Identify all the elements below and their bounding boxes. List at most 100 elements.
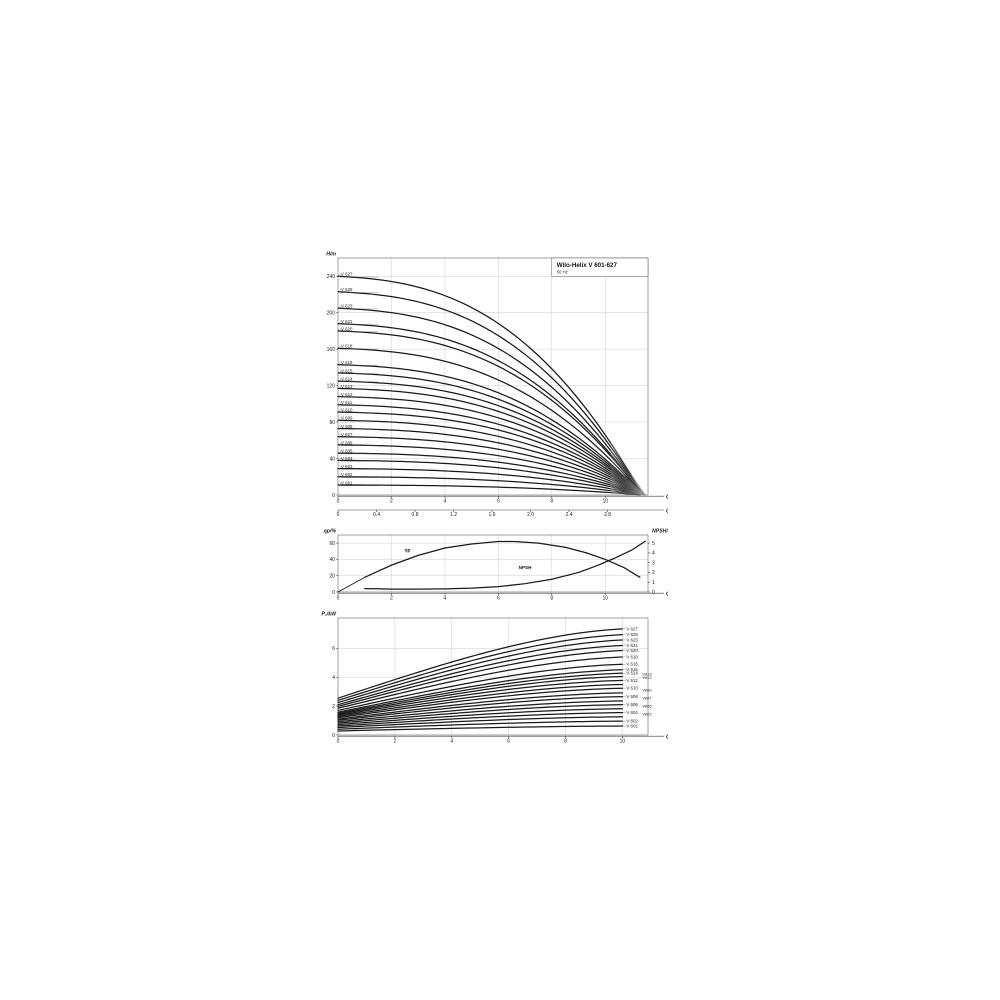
eff-xtick-label: 10 — [602, 596, 608, 602]
performance-curve-svg: 040801201602002400246810H/mQ/m³/h00.40.8… — [321, 252, 668, 745]
head-fan-line — [610, 475, 646, 496]
head-ylabel: H/m — [326, 252, 336, 258]
head-xtick-secondary-label: 2.0 — [527, 512, 534, 518]
head-xtick-secondary-label: 1.6 — [489, 512, 496, 518]
head-curve-v609 — [337, 419, 641, 495]
head-curve-label: V 614 — [341, 376, 353, 381]
head-fan-line — [610, 442, 646, 496]
power-right-label: V 625 — [626, 632, 638, 637]
head-curve-label: V 613 — [341, 384, 353, 389]
eff-xtick-label: 6 — [497, 596, 500, 602]
eff-ytick-label: 0 — [332, 590, 335, 596]
eff-annotation-ηp: ηp — [405, 547, 411, 552]
power-curve-v605 — [337, 708, 624, 726]
power-curve-v609 — [337, 692, 624, 720]
head-xtick-secondary-label: 0 — [337, 512, 340, 518]
head-fan-line — [610, 476, 646, 496]
power-curve-v601 — [337, 725, 624, 732]
power-ytick-label: 4 — [332, 675, 335, 681]
eff-ylabel: ηp/% — [324, 529, 337, 535]
head-ytick-label: 80 — [329, 420, 335, 426]
head-ytick-label: 40 — [329, 456, 335, 462]
head-fan-line — [610, 465, 646, 496]
head-curve-label: V 623 — [341, 304, 353, 309]
head-curve-v602 — [337, 476, 641, 496]
head-label-tick — [339, 409, 341, 413]
npsh-ylabel: NPSH/m — [652, 529, 668, 535]
head-curve-label: V 612 — [341, 392, 353, 397]
power-right-label-offset: V605 — [642, 704, 651, 709]
power-right-label: V 620 — [626, 648, 638, 653]
head-curve-v607 — [337, 436, 641, 495]
power-xlabel: Q/m³/h — [666, 735, 668, 741]
power-right-label: V 616 — [626, 662, 638, 667]
power-curve-v603 — [337, 716, 624, 729]
head-label-tick — [339, 393, 341, 398]
npsh-ytick-label: 4 — [652, 551, 655, 557]
eta-rise-line — [337, 576, 366, 593]
head-curve-v603 — [337, 467, 641, 496]
head-label-tick — [339, 450, 341, 454]
head-curve-v608 — [337, 427, 641, 495]
head-fan-line — [610, 467, 646, 496]
head-curve-label: V 607 — [341, 432, 353, 437]
head-label-tick — [339, 273, 341, 278]
head-curve-v614 — [337, 380, 641, 494]
chart-subtitle: 50 Hz — [557, 270, 568, 275]
power-right-label: V 608 — [626, 694, 638, 699]
power-right-label-offset: V612 — [642, 675, 651, 680]
eff-xtick-label: 0 — [337, 596, 340, 602]
head-curve-label: V 616 — [341, 360, 353, 365]
head-ytick-label: 160 — [327, 347, 336, 353]
head-curve-v612 — [337, 395, 641, 494]
head-curve-label: V 618 — [341, 344, 353, 349]
power-right-label: V 623 — [626, 637, 638, 642]
head-label-tick — [339, 361, 341, 366]
head-curve-label: V 602 — [341, 472, 353, 477]
head-fan-line — [610, 482, 646, 496]
power-curve-v607 — [337, 700, 624, 723]
power-curve-v608 — [337, 695, 624, 721]
head-curve-label: V 604 — [341, 456, 353, 461]
head-curve-label: V 603 — [341, 464, 353, 469]
head-label-tick — [339, 288, 341, 293]
power-curve-v610 — [337, 687, 624, 719]
head-xtick-label: 8 — [550, 499, 553, 505]
power-ytick-label: 0 — [332, 733, 335, 739]
head-curve-v606 — [337, 444, 641, 495]
eff-xtick-label: 8 — [550, 596, 553, 602]
head-curve-v605 — [337, 452, 641, 495]
head-curve-v604 — [337, 459, 641, 495]
head-curve-v627 — [337, 275, 641, 492]
head-curve-v611 — [337, 404, 641, 494]
power-right-label-offset: V609 — [642, 688, 651, 693]
power-right-label: V 618 — [626, 655, 638, 660]
eff-ytick-label: 40 — [329, 557, 335, 563]
head-curve-v613 — [337, 387, 641, 494]
npsh-ytick-label: 5 — [652, 541, 655, 547]
head-xtick-label: 0 — [337, 499, 340, 505]
head-xtick-secondary-label: 1.2 — [450, 512, 457, 518]
head-xlabel: Q/m³/h — [666, 495, 668, 501]
eff-annotation-NPSH: NPSH — [519, 565, 532, 570]
head-curve-label: V 601 — [341, 480, 353, 485]
head-curve-v621 — [337, 323, 641, 493]
power-xtick-label: 10 — [620, 739, 626, 745]
eff-ytick-label: 60 — [329, 541, 335, 547]
head-xtick-label: 10 — [602, 499, 608, 505]
head-curve-label: V 615 — [341, 368, 353, 373]
head-plot-bg — [338, 258, 648, 495]
head-label-tick — [339, 473, 341, 478]
head-fan-line — [610, 455, 646, 496]
head-fan-line — [610, 488, 646, 496]
power-curve-v618 — [337, 656, 624, 709]
head-label-tick — [339, 481, 341, 486]
head-curve-v620 — [337, 330, 641, 493]
head-plot-frame — [337, 257, 649, 496]
head-fan-line — [610, 473, 646, 496]
eff-xtick-label: 2 — [390, 596, 393, 602]
power-right-label: V 614 — [626, 671, 638, 676]
head-curve-v615 — [337, 372, 641, 494]
head-label-tick — [339, 378, 341, 382]
